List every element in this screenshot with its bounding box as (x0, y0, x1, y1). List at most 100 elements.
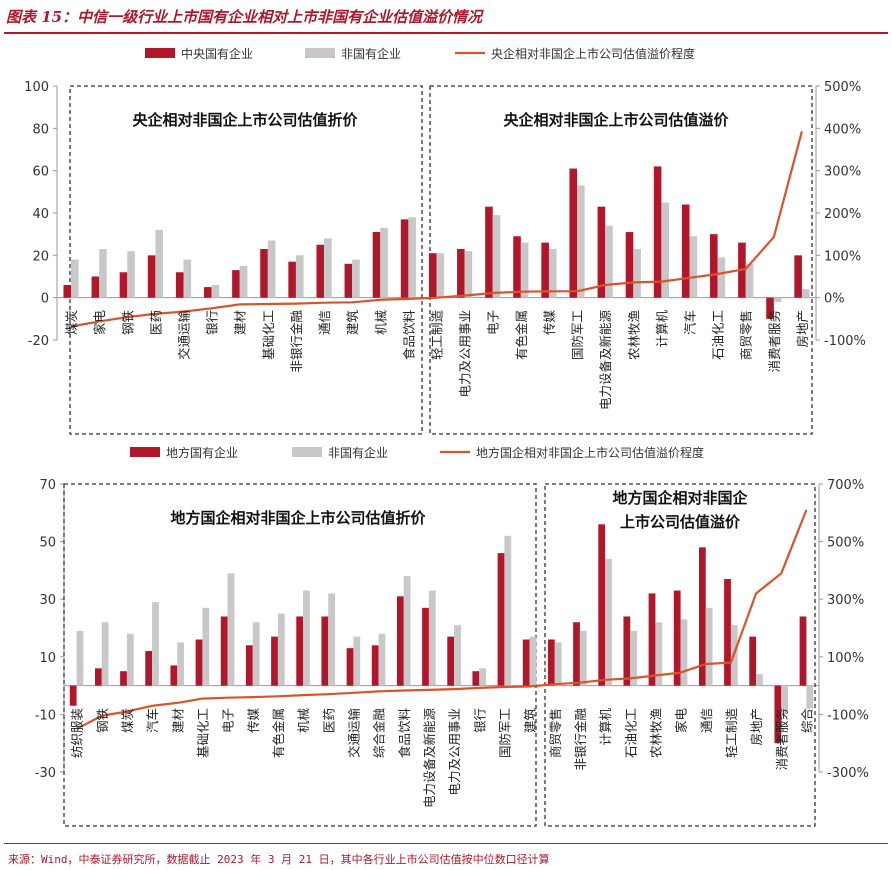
non-soe-bar (801, 289, 810, 298)
non-soe-bar (71, 259, 79, 298)
category-label: 电力设备及新能源 (422, 708, 437, 809)
category-label: 煤炭 (120, 708, 135, 733)
category-label: 通信 (699, 708, 714, 733)
soe-bar (422, 607, 429, 686)
left-tick-label: 0 (41, 292, 49, 307)
premium-box (429, 85, 813, 435)
category-label: 综合 (799, 708, 814, 734)
non-soe-bar (380, 227, 388, 298)
category-label: 有色金属 (514, 310, 529, 360)
category-label: 农林牧渔 (626, 310, 641, 360)
category-label: 房地产 (749, 708, 764, 746)
right-tick-label: 300% (824, 165, 861, 180)
soe-bar (673, 590, 681, 686)
non-soe-bar (202, 607, 210, 686)
category-label: 非银行金融 (573, 708, 588, 771)
category-label: 国防军工 (570, 310, 585, 360)
category-label: 基础化工 (195, 708, 210, 758)
category-label: 建材 (170, 708, 185, 733)
category-label: 汽车 (683, 310, 698, 335)
non-soe-bar (464, 251, 473, 298)
discount-box (69, 85, 423, 435)
category-label: 钢铁 (95, 708, 110, 734)
soe-bar (513, 236, 521, 298)
bottom-rule (4, 843, 888, 844)
right-tick-label: -100% (824, 334, 866, 349)
soe-bar (447, 636, 455, 686)
soe-bar (766, 297, 774, 319)
non-soe-bar (328, 593, 336, 686)
box-label: 地方国企相对非国企上市公司估值折价 (170, 509, 426, 527)
right-tick-label: 300% (827, 593, 864, 608)
non-soe-bar (773, 297, 782, 302)
soe-bar (296, 616, 304, 686)
non-soe-bar (605, 558, 612, 686)
left-tick-label: 30 (39, 593, 56, 608)
right-tick-label: -300% (827, 766, 869, 781)
non-soe-bar (295, 255, 304, 298)
left-tick-label: -30 (35, 766, 56, 781)
figure-title: 图表 15：中信一级行业上市国有企业相对上市非国有企业估值溢价情况 (6, 8, 483, 26)
non-soe-bar (577, 185, 585, 298)
soe-bar (597, 206, 606, 298)
discount-box (63, 483, 537, 827)
legend-swatch-non-soe (305, 48, 335, 58)
premium-box (544, 483, 816, 827)
right-tick-label: 400% (824, 122, 861, 137)
non-soe-bar (267, 240, 276, 298)
non-soe-bar (548, 248, 557, 298)
non-soe-bar (579, 630, 587, 686)
non-soe-bar (403, 576, 411, 686)
soe-bar (547, 639, 555, 686)
category-label: 汽车 (145, 708, 160, 733)
non-soe-bar (227, 573, 235, 686)
non-soe-bar (155, 229, 163, 298)
soe-bar (316, 244, 325, 298)
left-tick-label: 10 (39, 651, 56, 666)
soe-bar (623, 616, 631, 686)
non-soe-bar (630, 630, 638, 686)
category-label: 轻工制造 (724, 708, 739, 759)
left-tick-label: 50 (39, 536, 56, 551)
category-label: 商贸零售 (739, 310, 754, 360)
legend-label-line: 央企相对非国企上市公司估值溢价程度 (491, 46, 695, 61)
soe-bar (653, 166, 662, 298)
legend-label-soe: 地方国有企业 (166, 445, 238, 460)
right-tick-label: 700% (827, 478, 864, 493)
left-tick-label: -10 (35, 708, 56, 723)
non-soe-bar (177, 642, 185, 686)
source-note: 来源：Wind，中泰证券研究所，数据截止 2023 年 3 月 21 日，其中各… (8, 853, 550, 866)
soe-bar (260, 248, 268, 298)
non-soe-bar (101, 622, 109, 686)
soe-bar (485, 206, 493, 298)
premium-line (76, 509, 808, 730)
right-tick-label: 100% (827, 651, 864, 666)
category-label: 综合金融 (372, 708, 387, 759)
non-soe-bar (689, 236, 698, 298)
non-soe-bar (183, 259, 192, 298)
soe-bar (749, 636, 757, 686)
soe-bar (428, 253, 437, 298)
soe-bar (145, 651, 153, 686)
non-soe-bar (479, 668, 487, 686)
non-soe-bar (655, 622, 663, 686)
legend-swatch-soe (145, 48, 175, 58)
legend-label-line: 地方国企相对非国企上市公司估值溢价程度 (476, 445, 704, 460)
soe-bar (245, 645, 253, 686)
soe-bar (794, 255, 802, 298)
soe-bar (288, 261, 296, 298)
soe-bar (799, 616, 807, 686)
category-label: 计算机 (598, 708, 613, 746)
left-tick-label: 40 (32, 207, 49, 222)
category-label: 建筑 (523, 708, 538, 734)
box-label: 央企相对非国企上市公司估值溢价 (503, 111, 729, 129)
category-label: 农林牧渔 (648, 708, 663, 758)
soe-bar (396, 596, 404, 686)
soe-bar (204, 287, 212, 298)
category-label: 电子 (221, 708, 236, 733)
soe-bar (569, 168, 578, 298)
category-label: 房地产 (795, 310, 810, 348)
category-label: 家电 (92, 310, 107, 336)
legend-label-non-soe: 非国有企业 (341, 46, 401, 61)
